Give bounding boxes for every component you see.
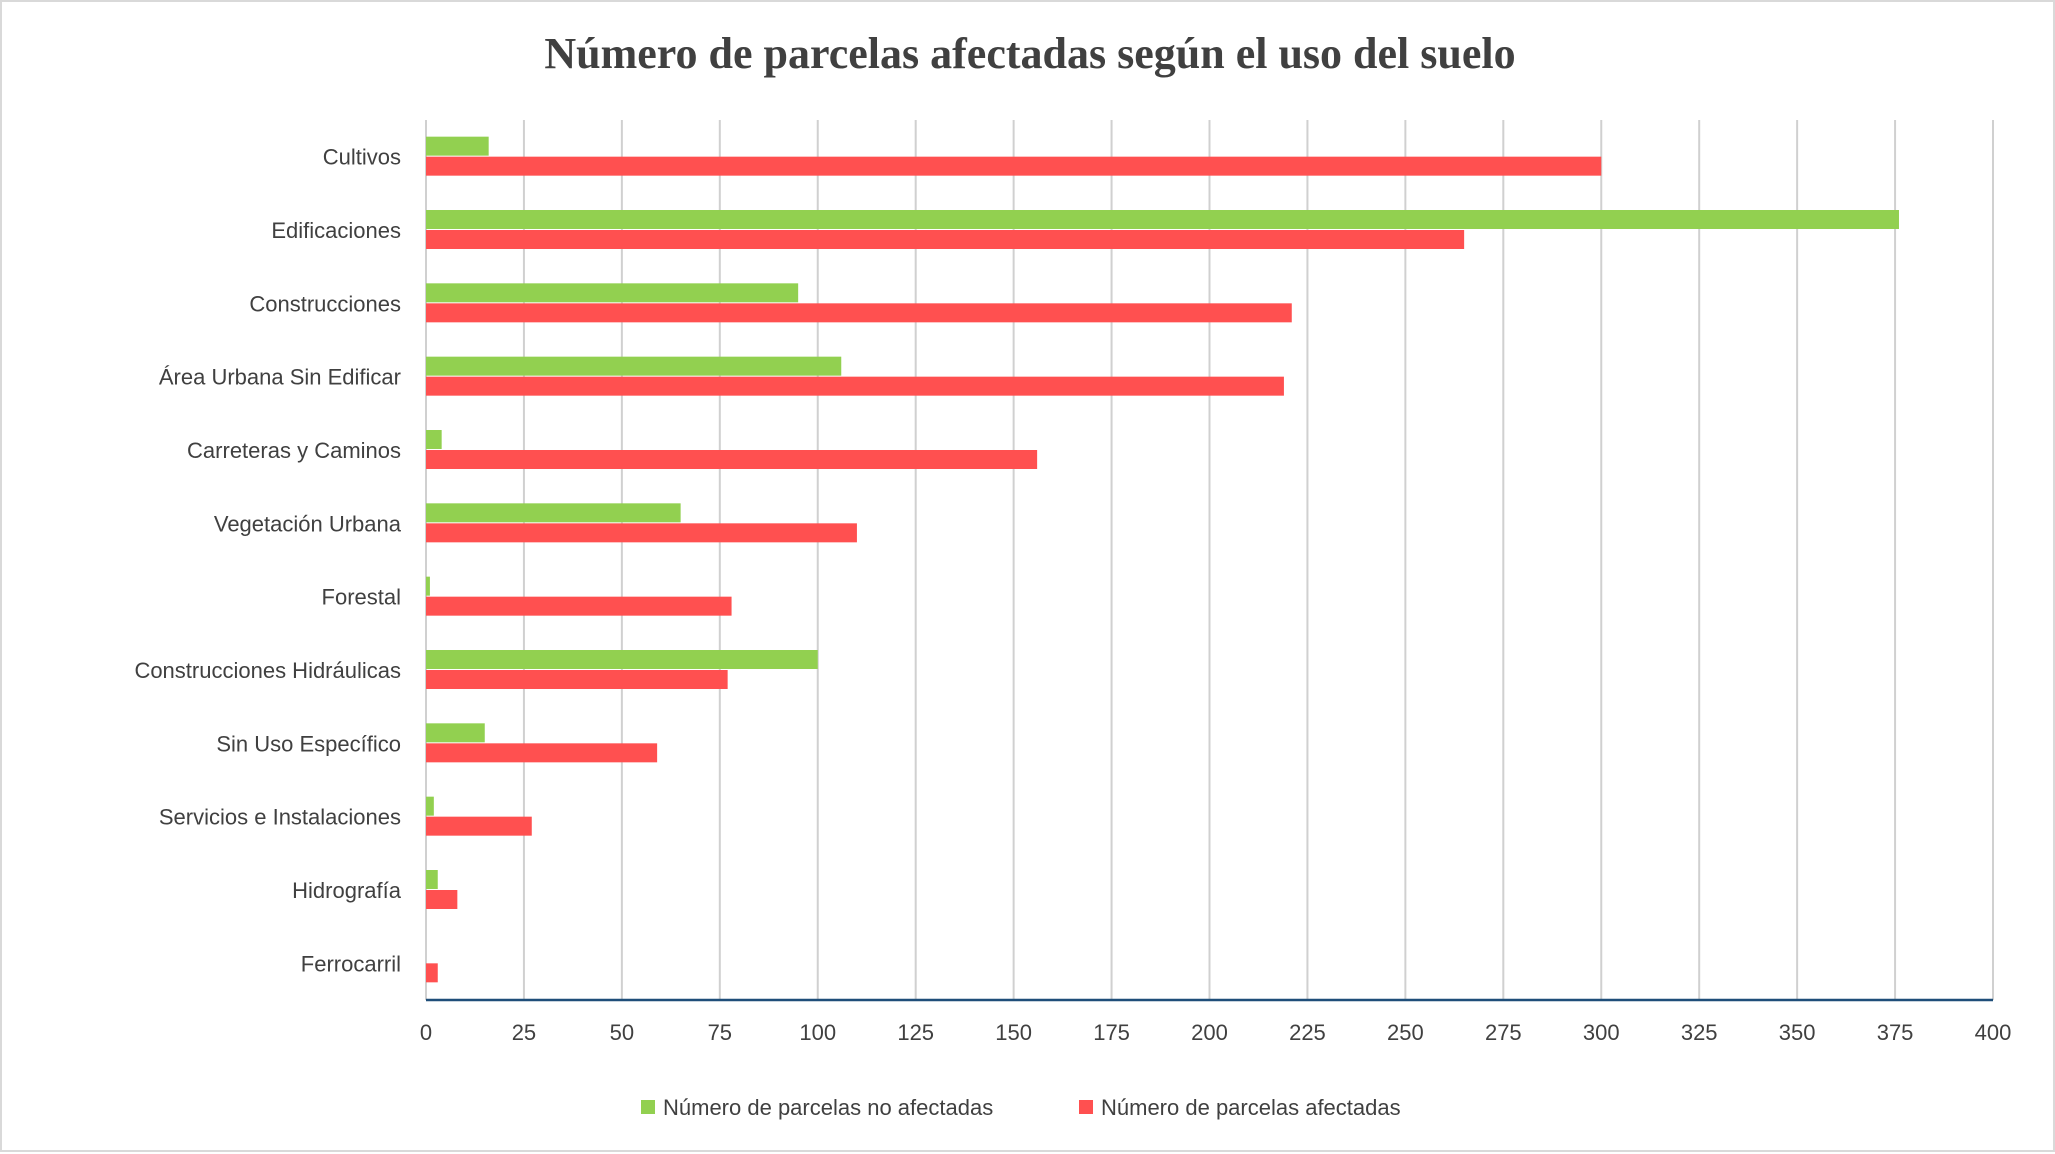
x-tick-label: 175	[1093, 1020, 1130, 1045]
bar-no-afectadas-8	[426, 723, 485, 743]
bar-no-afectadas-1	[426, 210, 1899, 229]
x-tick-label: 250	[1387, 1020, 1424, 1045]
legend: Número de parcelas no afectadas Número de…	[641, 1095, 1401, 1120]
category-label: Ferrocarril	[301, 951, 401, 976]
category-label: Forestal	[322, 585, 401, 610]
bar-no-afectadas-5	[426, 503, 681, 523]
x-tick-label: 300	[1583, 1020, 1620, 1045]
category-label: Construcciones	[249, 291, 401, 316]
bar-afectadas-6	[426, 596, 732, 616]
category-label: Servicios e Instalaciones	[159, 805, 401, 830]
category-label: Cultivos	[323, 145, 401, 170]
bar-afectadas-4	[426, 450, 1038, 469]
legend-swatch-1	[1079, 1100, 1093, 1114]
bar-afectadas-2	[426, 303, 1292, 323]
category-label: Construcciones Hidráulicas	[134, 658, 401, 683]
legend-label-1: Número de parcelas afectadas	[1101, 1095, 1401, 1120]
bar-afectadas-10	[426, 890, 458, 909]
x-tick-label: 375	[1877, 1020, 1914, 1045]
bar-no-afectadas-0	[426, 136, 489, 156]
x-tick-label: 200	[1191, 1020, 1228, 1045]
bar-no-afectadas-10	[426, 870, 438, 889]
x-tick-labels: 0 25 50 75 100 125 150 175 200 225 250 275 300 325 350…	[420, 1020, 2011, 1045]
x-tick-label: 150	[995, 1020, 1032, 1045]
bar-afectadas-0	[426, 156, 1602, 176]
bars	[426, 136, 1899, 983]
category-label: Sin Uso Específico	[216, 731, 401, 756]
bar-no-afectadas-2	[426, 283, 799, 303]
bar-afectadas-7	[426, 670, 728, 689]
bar-no-afectadas-4	[426, 430, 442, 449]
category-label: Vegetación Urbana	[214, 511, 402, 536]
x-tick-label: 325	[1681, 1020, 1718, 1045]
x-tick-label: 25	[512, 1020, 536, 1045]
category-label: Edificaciones	[271, 218, 401, 243]
bar-no-afectadas-3	[426, 356, 842, 376]
x-tick-label: 400	[1975, 1020, 2012, 1045]
x-tick-label: 50	[610, 1020, 634, 1045]
category-label: Carreteras y Caminos	[187, 438, 401, 463]
bar-afectadas-1	[426, 230, 1465, 249]
bar-afectadas-3	[426, 376, 1284, 396]
x-tick-label: 100	[799, 1020, 836, 1045]
bar-afectadas-5	[426, 523, 857, 543]
x-tick-label: 225	[1289, 1020, 1326, 1045]
x-tick-label: 75	[708, 1020, 732, 1045]
x-tick-label: 275	[1485, 1020, 1522, 1045]
legend-label-0: Número de parcelas no afectadas	[663, 1095, 993, 1120]
category-label: Hidrografía	[292, 878, 402, 903]
bar-afectadas-11	[426, 963, 438, 983]
bar-no-afectadas-7	[426, 650, 818, 669]
bar-afectadas-8	[426, 743, 658, 763]
bar-no-afectadas-9	[426, 796, 434, 816]
legend-swatch-0	[641, 1100, 655, 1114]
grid-lines	[425, 120, 1994, 1002]
x-tick-label: 0	[420, 1020, 432, 1045]
bar-afectadas-9	[426, 816, 532, 836]
chart-title: Número de parcelas afectadas según el us…	[544, 29, 1515, 78]
category-label: Área Urbana Sin Edificar	[159, 365, 401, 390]
bar-no-afectadas-6	[426, 576, 430, 596]
x-tick-label: 350	[1779, 1020, 1816, 1045]
x-tick-label: 125	[897, 1020, 934, 1045]
category-labels: Cultivos Edificaciones Construcciones Área …	[134, 145, 401, 977]
